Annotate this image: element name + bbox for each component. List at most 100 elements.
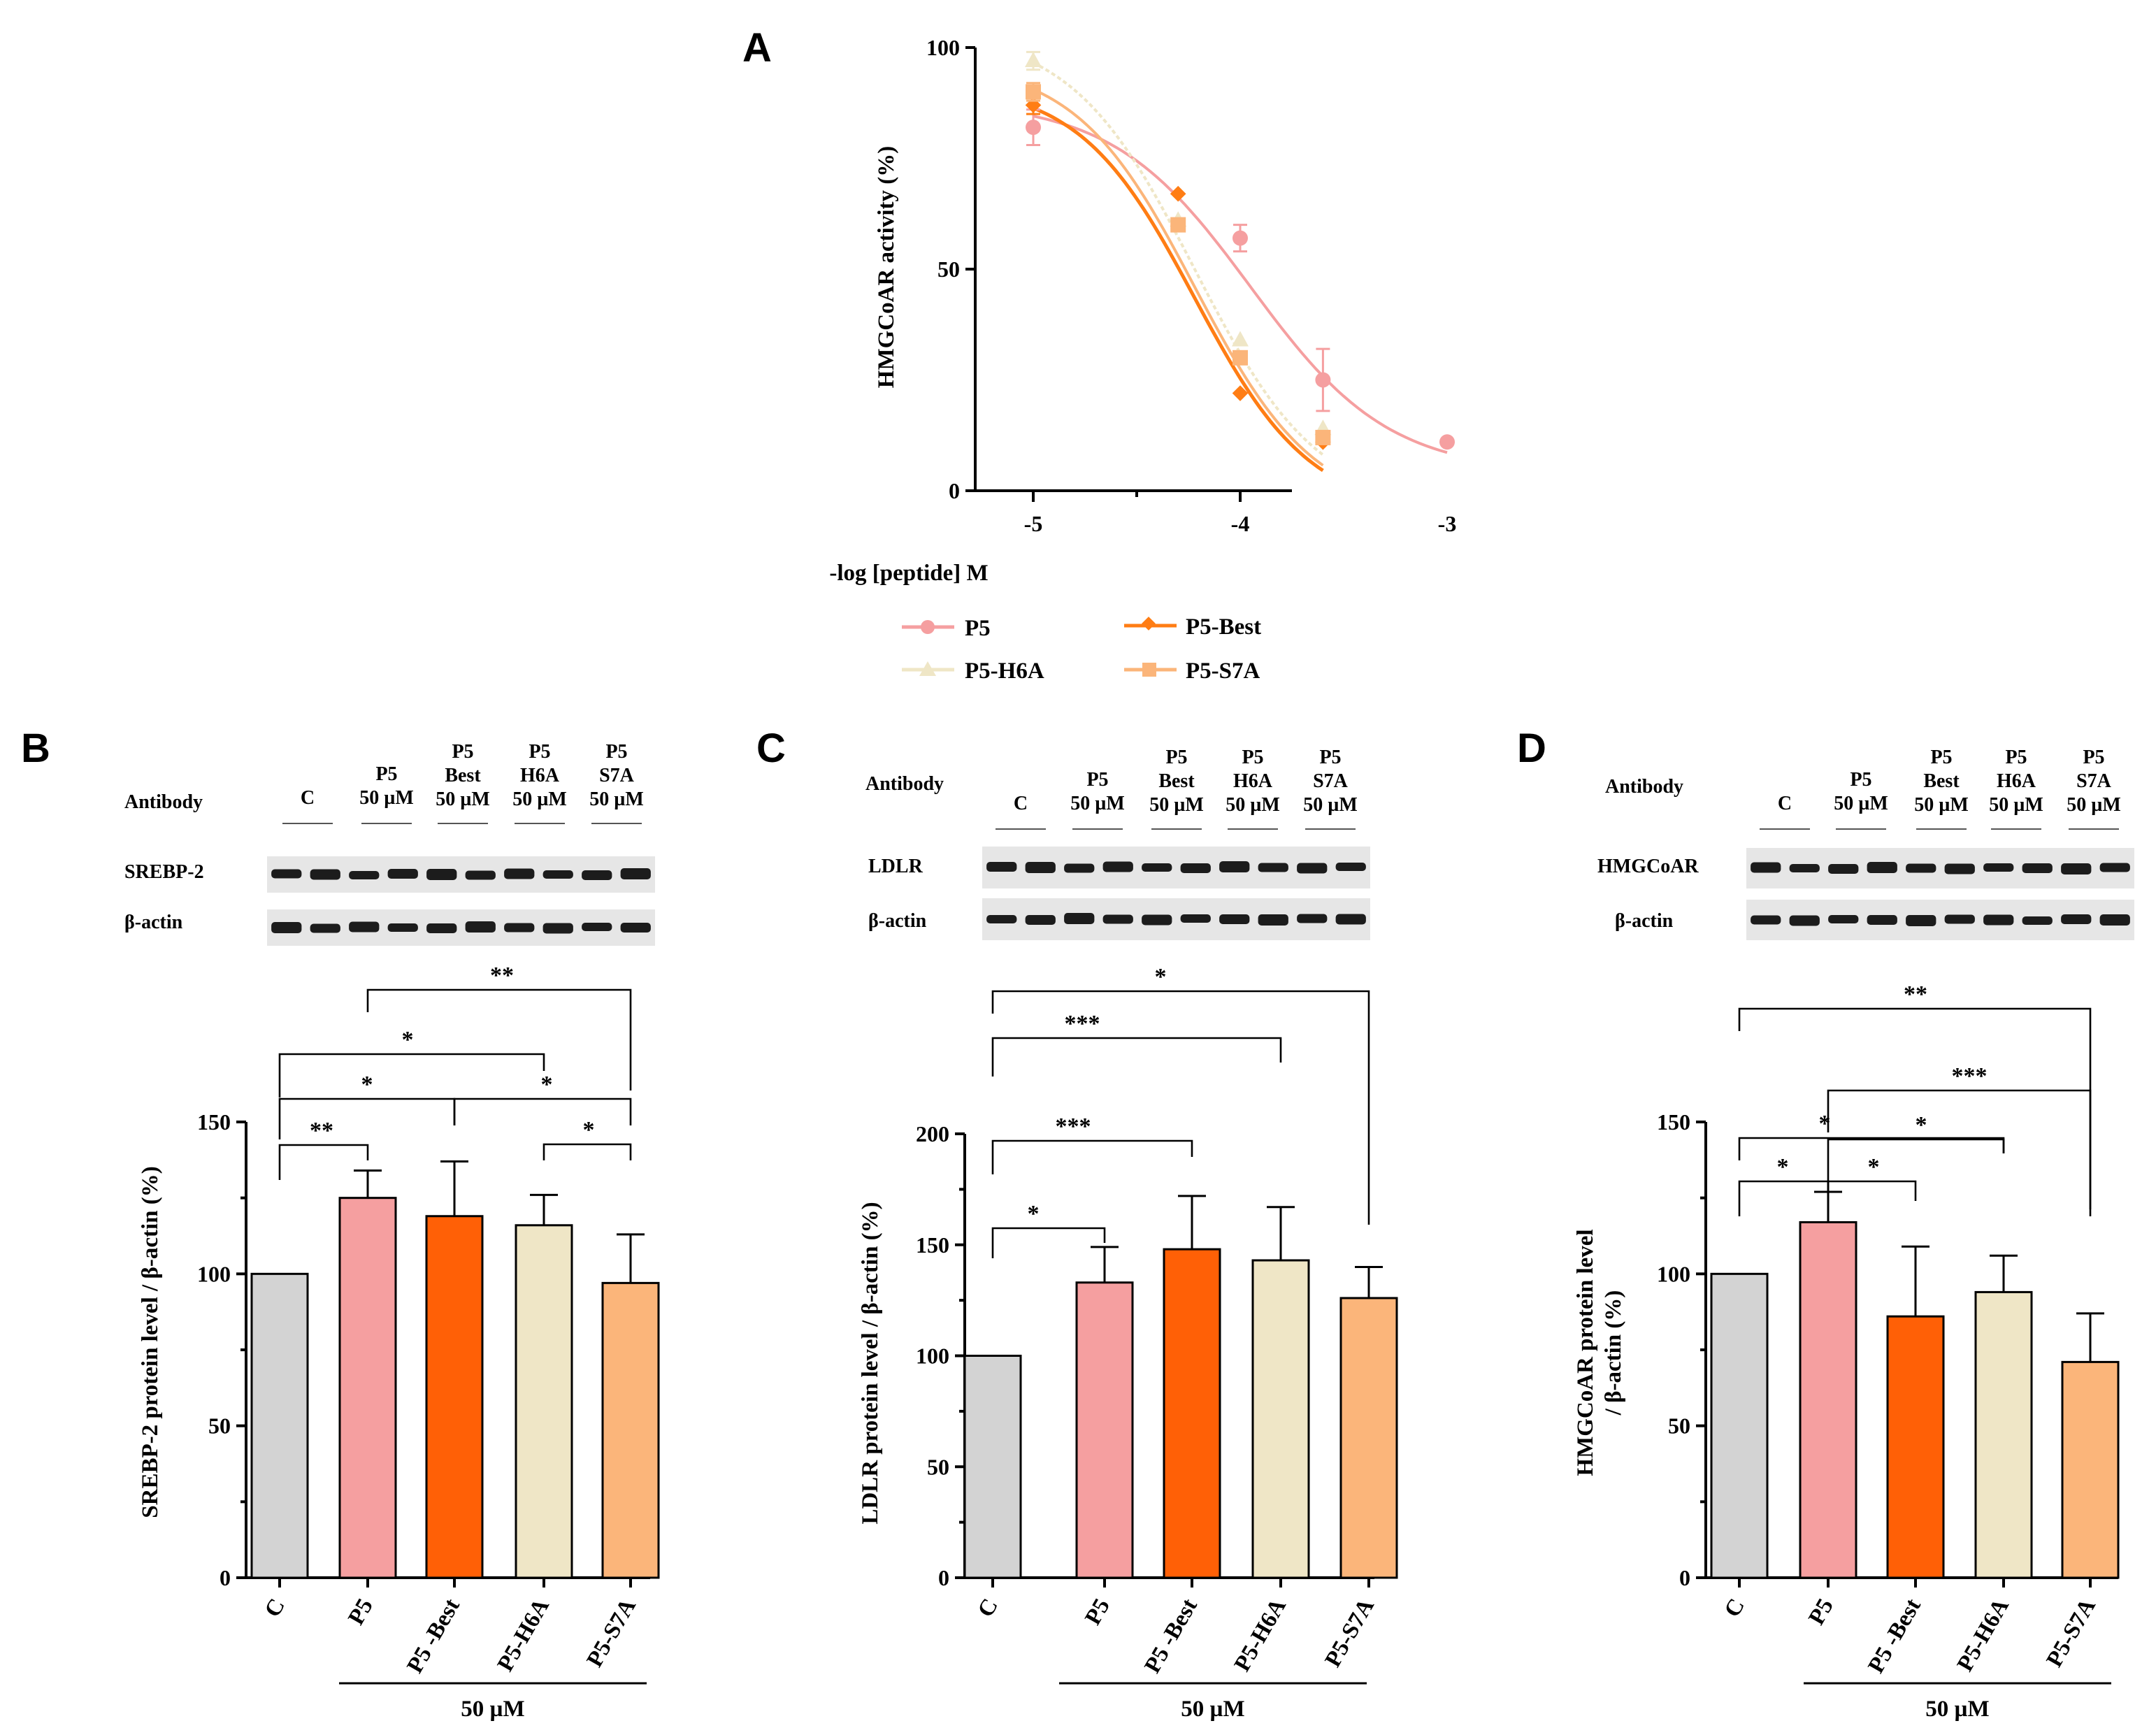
panel-c-actin-band <box>1219 914 1250 924</box>
panel-b-sig-marker: ** <box>310 1118 333 1144</box>
panel-b-lane-label: 50 µM <box>589 789 644 810</box>
panel-c-lane-label: Best <box>1158 770 1195 792</box>
legend-label-p5-s7a: P5-S7A <box>1186 658 1260 684</box>
panel-b-lane-label: P5 <box>529 741 550 763</box>
panel-b-antibody-header: Antibody <box>124 791 203 813</box>
panel-d-lane-label: H6A <box>1997 770 2036 792</box>
panel-d-sig-bracket <box>1738 1007 2092 1209</box>
panel-c-actin-label: β-actin <box>868 910 927 932</box>
panel-b-actin-label: β-actin <box>124 912 183 933</box>
panel-d-protein-band <box>1983 863 2014 872</box>
panel-b-actin-band <box>465 921 496 933</box>
panel-c-sig-bracket <box>991 1227 1106 1258</box>
panel-c-protein-band <box>1142 863 1172 872</box>
panel-b-protein-band <box>620 868 651 879</box>
panel-d-sig-marker: ** <box>1904 981 1927 1007</box>
panel-d-ytick-label: 100 <box>1657 1261 1690 1286</box>
point-p5 <box>1232 230 1248 246</box>
panel-d-xtick-label: C <box>1720 1594 1750 1622</box>
panel-c-ytick-label: 50 <box>927 1454 949 1479</box>
panel-d-actin-band <box>1983 914 2014 926</box>
panel-c-group-label: 50 µM <box>1181 1697 1244 1722</box>
panel-a-ytick-label: 0 <box>949 478 960 503</box>
panel-d-protein-band <box>1867 862 1897 873</box>
panel-d-lane-label: P5 <box>2083 747 2104 768</box>
panel-d-actin-band <box>1828 915 1859 923</box>
panel-b-actin-band <box>271 922 302 933</box>
panel-d-sig-marker: *** <box>1952 1063 1988 1089</box>
panel-c-xtick-label: P5-H6A <box>1230 1594 1291 1676</box>
panel-d-lane-label: 50 µM <box>1989 794 2043 816</box>
panel-c-lane-label: 50 µM <box>1149 794 1204 816</box>
panel-b-sig-marker: * <box>541 1072 553 1097</box>
panel-a-xlabel: -log [peptide] M <box>829 561 988 586</box>
panel-b-actin-band <box>582 923 612 931</box>
panel-b-actin-band <box>426 923 457 933</box>
panel-a-letter: A <box>742 25 772 71</box>
panel-c-lane-label: P5 <box>1086 769 1108 791</box>
panel-d-lane-label: P5 <box>2005 747 2027 768</box>
panel-b-bar-p5-h6a <box>515 1224 573 1579</box>
legend-item-p5-h6a: P5-H6A <box>902 658 1044 684</box>
panel-b-sig-marker: * <box>402 1027 414 1053</box>
panel-d-lane-label: 50 µM <box>1914 794 1969 816</box>
panel-b-bar-c <box>250 1272 309 1579</box>
panel-c-sig-marker: * <box>1028 1201 1040 1227</box>
panel-c-ytick-label: 150 <box>916 1232 949 1258</box>
panel-c-xtick-label: P5 <box>1080 1594 1115 1629</box>
panel-b-sig-marker: ** <box>490 963 514 988</box>
panel-b-xtick-label: P5-S7A <box>582 1594 641 1671</box>
panel-c-bar-c <box>963 1355 1022 1579</box>
panel-b-protein-band <box>387 869 418 879</box>
panel-b-xtick-label: P5 -Best <box>403 1594 465 1678</box>
panel-c-lane-label: P5 <box>1319 747 1341 768</box>
panel-c-lane-label: S7A <box>1313 770 1349 792</box>
panel-d-bar-p5-h6a <box>1974 1290 2033 1579</box>
panel-c-blot <box>982 847 1370 940</box>
panel-b-actin-band <box>387 923 418 932</box>
panel-d-xtick-label: P5 -Best <box>1864 1594 1926 1678</box>
panel-d-ytick-label: 0 <box>1679 1565 1690 1590</box>
panel-b-group-label: 50 µM <box>461 1697 524 1722</box>
panel-b-actin-band <box>504 923 535 933</box>
panel-c-lane-label: P5 <box>1242 747 1263 768</box>
panel-d-ylabel-line2: / β-actin (%) <box>1601 1290 1626 1416</box>
panel-b-lane-label: P5 <box>375 763 397 785</box>
panel-c-protein-band <box>1064 863 1095 873</box>
panel-c-actin-band <box>1025 915 1056 925</box>
point-p5-s7a <box>1170 217 1186 233</box>
curve-p5 <box>1033 115 1448 454</box>
panel-b-lane-label: S7A <box>599 765 635 786</box>
panel-c-actin-band <box>1335 914 1366 925</box>
panel-b-sig-marker: * <box>583 1117 595 1143</box>
panel-c-lane-label: 50 µM <box>1303 794 1358 816</box>
curve-p5-best <box>1033 106 1324 473</box>
panel-b-sig-bracket <box>278 1144 369 1180</box>
panel-b-actin-band <box>349 921 380 933</box>
panel-c-ylabel: LDLR protein level / β-actin (%) <box>858 1202 883 1524</box>
panel-b-letter: B <box>21 726 50 771</box>
panel-d-actin-label: β-actin <box>1615 910 1674 932</box>
point-p5-h6a <box>1232 331 1249 347</box>
panel-d-protein-band <box>1944 863 1975 874</box>
panel-c-xtick-label: P5 -Best <box>1140 1594 1202 1678</box>
panel-d-lane-label: P5 <box>1930 747 1952 768</box>
panel-a-ylabel: HMGCoAR activity (%) <box>874 146 899 388</box>
panel-a-ytick-label: 100 <box>926 35 960 60</box>
panel-c-lane-label: H6A <box>1233 770 1273 792</box>
panel-c-sig-bracket <box>991 1139 1193 1174</box>
panel-a-xtick-label: -4 <box>1231 511 1250 536</box>
panel-b-lane-label: P5 <box>605 741 627 763</box>
panel-c-ytick-label: 0 <box>938 1565 949 1590</box>
panel-c-sig-marker: *** <box>1065 1011 1100 1037</box>
panel-a-legend: P5 P5-Best P5-H6A P5-S7A <box>902 614 1261 684</box>
panel-d-actin-band <box>1906 915 1936 926</box>
panel-d-protein-label: HMGCoAR <box>1597 856 1699 877</box>
panel-c-protein-band <box>1180 863 1211 873</box>
panel-b-protein-band <box>542 870 573 879</box>
panel-d-protein-band <box>1906 863 1936 873</box>
